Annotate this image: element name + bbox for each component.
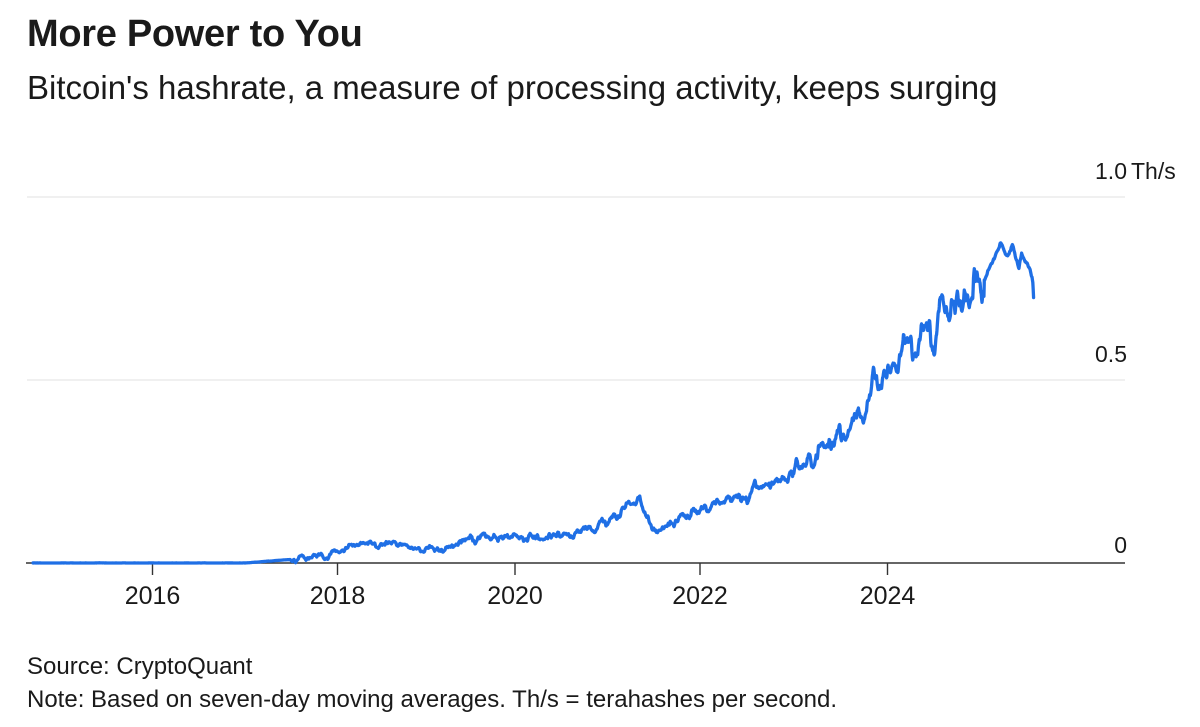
svg-text:0.5: 0.5	[1095, 341, 1127, 367]
svg-text:2016: 2016	[125, 582, 181, 610]
svg-text:2018: 2018	[310, 582, 366, 610]
svg-text:1.0: 1.0	[1095, 158, 1127, 184]
svg-text:2022: 2022	[672, 582, 728, 610]
svg-text:2020: 2020	[487, 582, 543, 610]
svg-text:0: 0	[1114, 532, 1127, 558]
svg-text:2024: 2024	[860, 582, 916, 610]
svg-text:Th/s: Th/s	[1131, 158, 1176, 184]
